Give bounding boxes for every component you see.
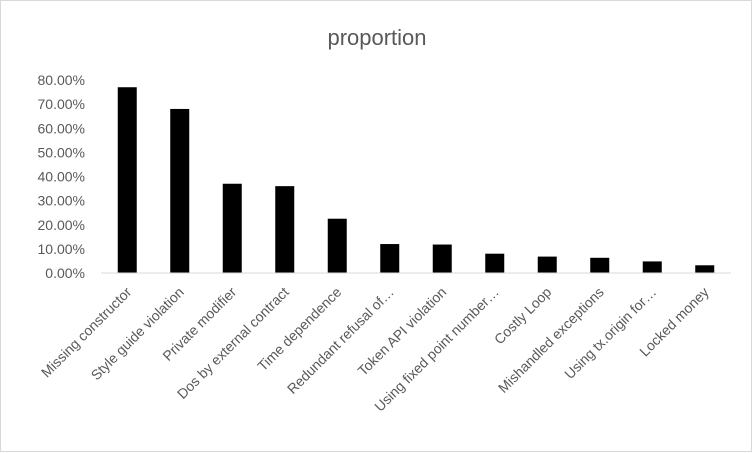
bar — [642, 261, 662, 273]
x-tick-label: Using tx.origin for… — [561, 284, 659, 382]
x-tick-label: Mishandled exceptions — [495, 284, 607, 396]
y-tick-label: 20.00% — [38, 217, 85, 233]
y-axis: 0.00% 10.00% 20.00% 30.00% 40.00% 50.00% 60.00… — [38, 72, 85, 281]
y-tick-label: 70.00% — [38, 96, 85, 112]
bar — [695, 265, 715, 273]
bar — [432, 244, 452, 273]
y-tick-label: 80.00% — [38, 72, 85, 88]
x-tick-label: Style guide violation — [88, 284, 187, 383]
bar — [222, 183, 242, 273]
bar — [537, 256, 557, 273]
y-tick-label: 50.00% — [38, 144, 85, 160]
y-tick-label: 0.00% — [45, 265, 85, 281]
y-tick-label: 60.00% — [38, 120, 85, 136]
bar — [485, 253, 505, 273]
x-tick-label: Token API violation — [354, 284, 449, 379]
chart-title: proportion — [327, 25, 426, 50]
bar — [117, 87, 137, 273]
bar — [380, 244, 400, 273]
bar — [327, 218, 347, 273]
y-tick-label: 40.00% — [38, 169, 85, 185]
bar — [275, 186, 295, 273]
x-tick-label: Missing constructor — [38, 284, 135, 381]
bar — [590, 257, 610, 273]
bar — [170, 108, 190, 273]
y-tick-label: 10.00% — [38, 241, 85, 257]
bars — [117, 87, 715, 273]
y-tick-label: 30.00% — [38, 193, 85, 209]
x-tick-label: Redundant refusal of… — [284, 284, 397, 397]
